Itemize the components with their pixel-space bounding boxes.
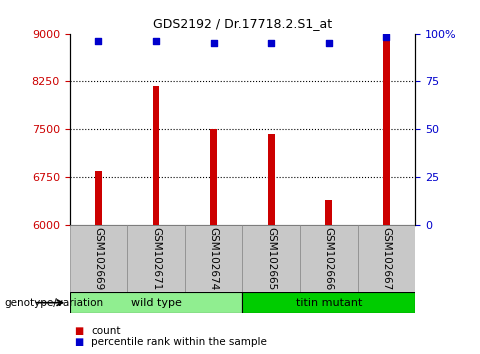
Text: GSM102671: GSM102671 (151, 227, 161, 290)
Bar (242, 292, 415, 313)
Text: count: count (91, 326, 120, 336)
Bar (153, 86, 159, 225)
Bar (300, 225, 358, 292)
Text: genotype/variation: genotype/variation (5, 298, 104, 308)
Text: wild type: wild type (131, 298, 181, 308)
Bar (358, 225, 415, 292)
Title: GDS2192 / Dr.17718.2.S1_at: GDS2192 / Dr.17718.2.S1_at (153, 17, 332, 30)
Bar (383, 37, 390, 225)
Text: GSM102665: GSM102665 (266, 227, 276, 290)
Bar (70, 292, 242, 313)
Text: GSM102666: GSM102666 (324, 227, 334, 290)
Text: ■: ■ (74, 326, 84, 336)
Bar (325, 200, 332, 225)
Bar (268, 134, 275, 225)
Text: percentile rank within the sample: percentile rank within the sample (91, 337, 267, 347)
Text: titin mutant: titin mutant (296, 298, 362, 308)
Point (325, 40, 333, 46)
Point (95, 39, 102, 44)
Bar (127, 225, 185, 292)
Text: GSM102667: GSM102667 (382, 227, 391, 290)
Bar (242, 225, 300, 292)
Text: GSM102674: GSM102674 (209, 227, 218, 290)
Point (383, 35, 390, 40)
Point (267, 40, 275, 46)
Point (210, 40, 217, 46)
Bar (95, 171, 102, 225)
Bar (185, 225, 242, 292)
Point (152, 39, 160, 44)
Bar (210, 129, 217, 225)
Text: GSM102669: GSM102669 (94, 227, 103, 290)
Text: ■: ■ (74, 337, 84, 347)
Bar (70, 225, 127, 292)
